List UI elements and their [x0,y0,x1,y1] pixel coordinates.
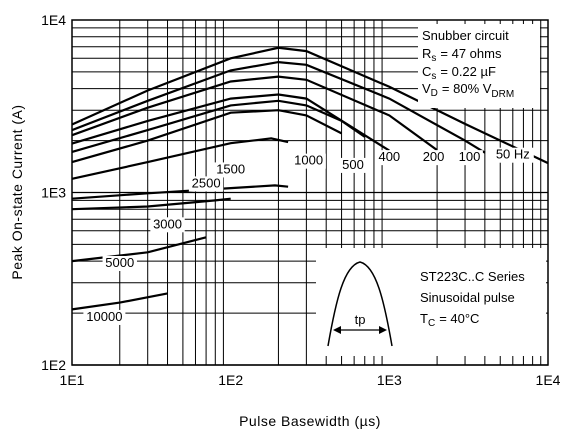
y-axis-label: Peak On-state Current (A) [9,104,25,279]
x-tick-label: 1E4 [536,372,561,388]
curve-5000 [71,236,207,263]
curve-100 [71,60,486,154]
pulse-inset: tp ST223C..C Series Sinusoidal pulse TC =… [316,248,546,356]
curve-label-bg [102,255,137,271]
x-tick-label: 1E3 [377,372,402,388]
curve-label-bg [150,217,185,233]
inset-waveform: Sinusoidal pulse [420,290,515,305]
inset-series-name: ST223C..C Series [420,269,525,284]
curve-label-bg [188,176,224,192]
curve-1500 [71,137,289,180]
curve-500 [71,99,366,153]
y-tick-label: 1E4 [41,12,66,28]
x-tick-label: 1E2 [218,372,243,388]
arrow-head-left [333,326,341,334]
curve-label-10000: 10000 [86,309,122,324]
snubber-vd: VD = 80% VDRM [422,81,514,100]
curve-label-bg [456,150,483,166]
curve-label-200: 200 [423,149,445,164]
curve-label-1000: 1000 [294,153,323,168]
curve-label-bg [375,150,403,166]
curve-label-500: 500 [342,157,364,172]
curve-10000 [71,292,168,311]
snubber-annotation: Snubber circuit Rs = 47 ohms Cs = 0.22 µF … [418,24,540,108]
curves [71,46,549,311]
curve-label-5000: 5000 [105,255,134,270]
snubber-title: Snubber circuit [422,28,509,43]
plot-frame [71,19,549,366]
curve-label-100: 100 [459,149,481,164]
curve-label-bg [291,153,326,169]
snubber-rs: Rs = 47 ohms [422,46,502,64]
inset-temperature: TC = 40°C [420,311,479,329]
curve-label-400: 400 [378,149,400,164]
curve-50-hz [71,46,549,165]
pulse-waveform [327,261,393,347]
curve-400 [71,93,390,152]
curve-label-bg [213,162,248,178]
pulse-width-label: tp [355,312,366,327]
curve-label-2500: 2500 [192,175,221,190]
curve-1000 [71,109,343,164]
snubber-cs: Cs = 0.22 µF [422,64,496,82]
y-tick-label: 1E3 [41,185,66,201]
curve-label-bg [491,147,534,163]
curve-200 [71,75,438,151]
x-axis-label: Pulse Basewidth (µs) [239,413,381,429]
x-tick-label: 1E1 [60,372,85,388]
curve-label-bg [83,309,126,325]
arrow-head-right [379,326,387,334]
curve-3000 [71,197,231,211]
y-tick-label: 1E2 [41,357,66,373]
curve-label-50-hz: 50 Hz [496,147,530,162]
curve-2500 [71,184,289,200]
curve-label-1500: 1500 [216,161,245,176]
curve-label-3000: 3000 [153,216,182,231]
curve-label-bg [339,157,367,173]
curve-label-bg [420,150,447,166]
